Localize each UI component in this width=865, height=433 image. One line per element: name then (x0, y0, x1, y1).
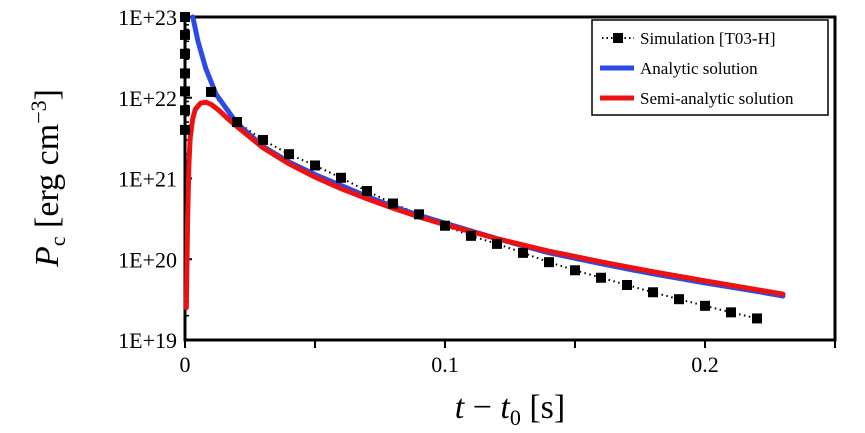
data-point (674, 294, 684, 305)
data-point (466, 230, 476, 241)
data-point (180, 12, 190, 22)
data-point (180, 48, 190, 59)
series-dotted-line-0 (210, 91, 758, 320)
legend-entry-analytic: Analytic solution (600, 59, 758, 78)
data-point (180, 29, 190, 40)
data-point (180, 105, 190, 116)
y-tick-label: 1E+23 (118, 5, 177, 30)
legend-label-analytic: Analytic solution (640, 59, 758, 78)
data-point (284, 149, 294, 160)
data-point (414, 209, 424, 220)
data-point (570, 265, 580, 276)
data-point (336, 172, 346, 183)
plot-area: 1E+19 1E+20 1E+21 1E+22 1E+23 0 0.1 0.2 (118, 5, 837, 377)
legend-entry-simulation: Simulation [T03-H] (602, 29, 776, 48)
data-point (310, 160, 320, 171)
y-axis-ticks: 1E+19 1E+20 1E+21 1E+22 1E+23 (118, 5, 192, 353)
legend-label-semi-analytic: Semi-analytic solution (640, 89, 794, 108)
data-point (180, 86, 190, 97)
data-point (362, 186, 372, 197)
data-point (700, 300, 710, 311)
x-axis-title: t − t0 [s] (455, 389, 565, 430)
data-point (440, 220, 450, 231)
x-tick-label: 0.2 (691, 352, 719, 377)
y-axis-title: Pc [erg cm−3] (26, 89, 70, 268)
x-axis-ticks: 0 0.1 0.2 (180, 340, 836, 377)
x-tick-label: 0 (180, 352, 191, 377)
data-point (752, 313, 762, 324)
data-point (388, 198, 398, 209)
y-tick-label: 1E+22 (118, 86, 177, 111)
data-point (726, 307, 736, 318)
x-tick-label: 0.1 (431, 352, 459, 377)
data-point (258, 134, 268, 145)
series-layer (180, 12, 786, 324)
y-tick-label: 1E+21 (118, 167, 177, 192)
series-line-2 (183, 99, 786, 311)
data-point (544, 257, 554, 268)
data-point (180, 68, 190, 79)
data-point (206, 86, 216, 97)
legend-entry-semi-analytic: Semi-analytic solution (600, 89, 794, 108)
y-tick-label: 1E+19 (118, 328, 177, 353)
data-point (622, 279, 632, 290)
legend-marker-simulation (613, 33, 623, 43)
legend: Simulation [T03-H] Analytic solution Sem… (591, 19, 829, 116)
y-tick-label: 1E+20 (118, 247, 177, 272)
data-point (180, 124, 190, 135)
legend-label-simulation: Simulation [T03-H] (640, 29, 776, 48)
data-point (492, 238, 502, 249)
data-point (518, 247, 528, 258)
data-point (232, 117, 242, 128)
data-point (648, 287, 658, 298)
data-point (596, 272, 606, 283)
